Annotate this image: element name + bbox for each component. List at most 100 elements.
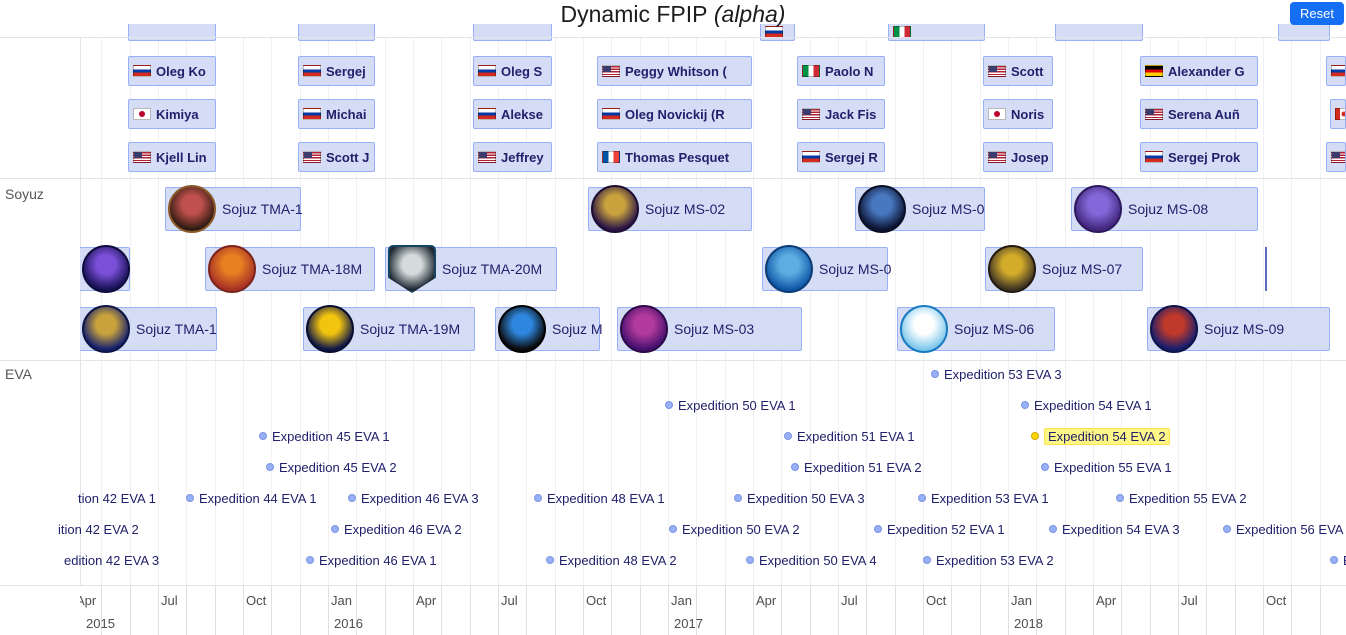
astronaut-item[interactable] <box>128 24 216 41</box>
eva-item[interactable]: Expedition 50 EVA 4 <box>746 550 877 570</box>
astronaut-item[interactable]: Noris <box>983 99 1053 129</box>
eva-item[interactable]: Expedition 46 EVA 2 <box>331 519 462 539</box>
month-gridline <box>611 37 612 585</box>
mission-item[interactable]: Sojuz MS-03 <box>617 305 802 353</box>
eva-item[interactable]: Expedition 51 EVA 2 <box>791 457 922 477</box>
mission-item[interactable]: Sojuz MS-0 <box>855 185 985 233</box>
eva-item[interactable]: tion 42 EVA 1 <box>78 488 156 508</box>
mission-item[interactable]: Sojuz TMA-19M <box>303 305 475 353</box>
mission-label: Sojuz TMA-19M <box>360 321 461 337</box>
eva-item[interactable]: ition 42 EVA 2 <box>58 519 139 539</box>
flag-fr-icon <box>602 151 620 163</box>
month-tick <box>1291 585 1292 635</box>
astronaut-item[interactable]: Scott J <box>298 142 375 172</box>
eva-item[interactable]: Expedition 53 EVA 3 <box>931 364 1062 384</box>
mission-item[interactable]: Sojuz MS-07 <box>985 245 1143 293</box>
eva-item[interactable]: edition 42 EVA 3 <box>64 550 159 570</box>
eva-dot-icon <box>1021 401 1029 409</box>
axis-year-label: 2017 <box>674 616 703 631</box>
eva-item[interactable]: Expedition 51 EVA 1 <box>784 426 915 446</box>
mission-item[interactable] <box>80 245 130 293</box>
astronaut-item[interactable]: Alekse <box>473 99 552 129</box>
astronaut-item[interactable]: Oleg Ko <box>128 56 216 86</box>
astronaut-item[interactable] <box>473 24 552 41</box>
eva-item[interactable]: Expedition 50 EVA 1 <box>665 395 796 415</box>
mission-item[interactable]: Sojuz TMA-1 <box>80 305 217 353</box>
eva-item[interactable]: Expedition 46 EVA 1 <box>306 550 437 570</box>
eva-item[interactable]: Expedition 55 EVA 2 <box>1116 488 1247 508</box>
eva-item[interactable]: Expedition 48 EVA 1 <box>534 488 665 508</box>
mission-item[interactable]: Sojuz TMA-1 <box>165 185 303 233</box>
mission-item[interactable]: Sojuz TMA-18M <box>205 245 375 293</box>
astronaut-item[interactable] <box>888 24 985 41</box>
eva-label: Expedition 48 EVA 1 <box>547 490 665 506</box>
astronaut-item[interactable] <box>298 24 375 41</box>
astronaut-item[interactable]: Serena Auñ <box>1140 99 1258 129</box>
mission-item[interactable]: Sojuz MS-06 <box>897 305 1055 353</box>
astronaut-item[interactable] <box>1278 24 1330 41</box>
eva-label: Expedition 44 EVA 1 <box>199 490 317 506</box>
mission-label: Sojuz MS-03 <box>674 321 755 337</box>
eva-item[interactable]: Expedition 52 EVA 1 <box>874 519 1005 539</box>
eva-item[interactable]: Expedition 48 EVA 2 <box>546 550 677 570</box>
astronaut-item[interactable] <box>1326 56 1346 86</box>
astronaut-item[interactable]: Peggy Whitson ( <box>597 56 752 86</box>
eva-item[interactable]: Expedition 54 EVA 1 <box>1021 395 1152 415</box>
astronaut-item[interactable] <box>1055 24 1143 41</box>
month-tick <box>1065 585 1066 635</box>
astronaut-item[interactable]: Jeffrey <box>473 142 552 172</box>
astronaut-item[interactable]: Oleg Novickij (R <box>597 99 752 129</box>
astronaut-item[interactable]: Alexander G <box>1140 56 1258 86</box>
eva-item[interactable]: Expedition 54 EVA 3 <box>1049 519 1180 539</box>
astronaut-item[interactable] <box>1330 99 1346 129</box>
astronaut-item[interactable]: Michai <box>298 99 375 129</box>
astronaut-item[interactable]: Paolo N <box>797 56 885 86</box>
astronaut-item[interactable]: Sergej Prok <box>1140 142 1258 172</box>
axis-month-label: Oct <box>1266 593 1287 608</box>
mission-item[interactable]: Sojuz MS-08 <box>1071 185 1258 233</box>
month-tick <box>1121 585 1122 635</box>
mission-patch-icon <box>1150 305 1198 353</box>
mission-item[interactable]: Sojuz MS-02 <box>588 185 752 233</box>
mission-item[interactable]: Sojuz MS-0 <box>762 245 891 293</box>
astronaut-item[interactable] <box>1326 142 1346 172</box>
month-gridline <box>895 37 896 585</box>
eva-item[interactable]: E <box>1330 550 1346 570</box>
eva-item[interactable]: Expedition 53 EVA 1 <box>918 488 1049 508</box>
astronaut-item[interactable]: Jack Fis <box>797 99 885 129</box>
eva-item[interactable]: Expedition 46 EVA 3 <box>348 488 479 508</box>
eva-item[interactable]: Expedition 56 EVA <box>1223 519 1343 539</box>
eva-item[interactable]: Expedition 45 EVA 2 <box>266 457 397 477</box>
mission-item[interactable]: Sojuz M <box>495 305 603 353</box>
reset-button[interactable]: Reset <box>1290 2 1344 25</box>
eva-dot-icon <box>186 494 194 502</box>
eva-item[interactable]: Expedition 44 EVA 1 <box>186 488 317 508</box>
astronaut-item[interactable] <box>760 24 795 41</box>
mission-item[interactable]: Sojuz MS-09 <box>1147 305 1330 353</box>
eva-item[interactable]: Expedition 45 EVA 1 <box>259 426 390 446</box>
partial-mission-item-edge[interactable] <box>1265 247 1267 291</box>
eva-label: Expedition 53 EVA 2 <box>936 552 1054 568</box>
eva-item[interactable]: Expedition 54 EVA 2 <box>1031 426 1170 446</box>
astronaut-item[interactable]: Kimiya <box>128 99 216 129</box>
astronaut-item[interactable]: Oleg S <box>473 56 552 86</box>
eva-label: Expedition 53 EVA 1 <box>931 490 1049 506</box>
separator-line-eva <box>0 360 1346 361</box>
month-gridline <box>866 37 867 585</box>
astronaut-item[interactable]: Kjell Lin <box>128 142 216 172</box>
eva-item[interactable]: Expedition 55 EVA 1 <box>1041 457 1172 477</box>
astronaut-item[interactable]: Sergej <box>298 56 375 86</box>
axis-year-label: 2018 <box>1014 616 1043 631</box>
eva-item[interactable]: Expedition 50 EVA 3 <box>734 488 865 508</box>
astronaut-item[interactable]: Sergej R <box>797 142 885 172</box>
month-tick <box>526 585 527 635</box>
astronaut-name: Scott J <box>326 149 370 165</box>
eva-item[interactable]: Expedition 50 EVA 2 <box>669 519 800 539</box>
astronaut-item[interactable]: Josep <box>983 142 1053 172</box>
astronaut-item[interactable]: Scott <box>983 56 1053 86</box>
astronaut-item[interactable]: Thomas Pesquet <box>597 142 752 172</box>
mission-item[interactable]: Sojuz TMA-20M <box>385 245 557 293</box>
axis-month-label: Oct <box>926 593 947 608</box>
eva-label: Expedition 54 EVA 3 <box>1062 521 1180 537</box>
eva-item[interactable]: Expedition 53 EVA 2 <box>923 550 1054 570</box>
